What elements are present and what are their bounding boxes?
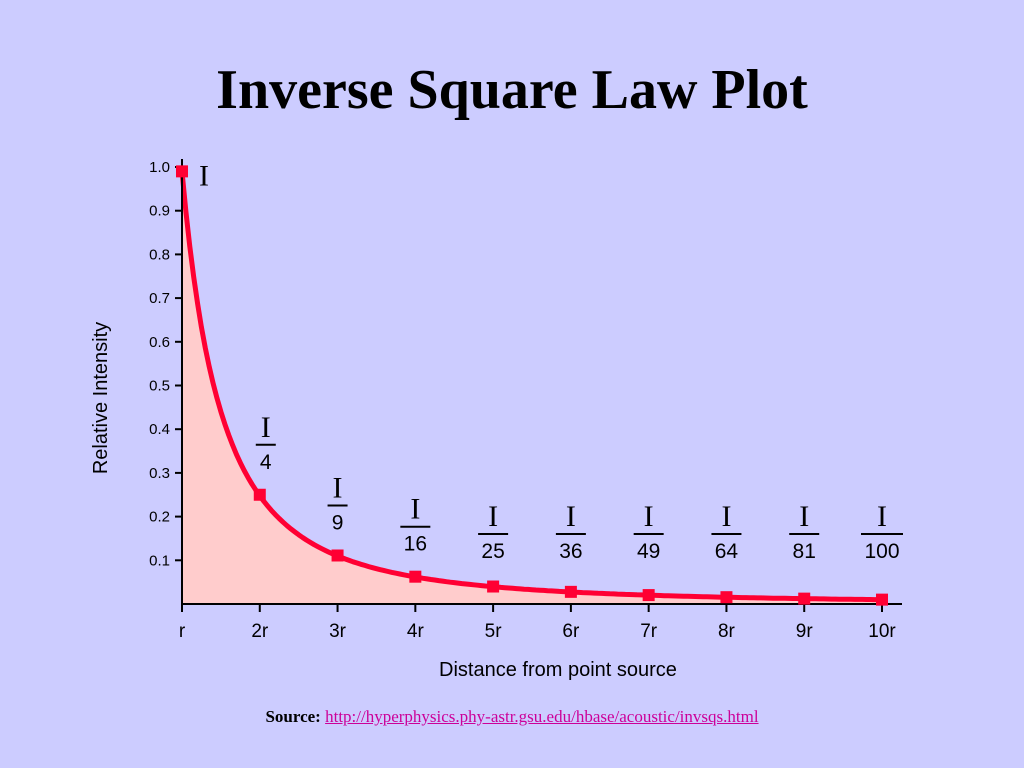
data-point (642, 589, 655, 602)
y-tick-label: 0.9 (149, 203, 170, 220)
inverse-square-chart: 0.1 0.2 0.3 0.4 0.5 0.6 0.7 0.8 0.9 1.0 r 2r 3r 4r 5r 6… (90, 159, 903, 681)
x-tick-label: 6r (562, 621, 580, 642)
data-point (564, 585, 577, 598)
x-tick-label: 10r (868, 621, 896, 642)
annotation-denominator: 81 (793, 540, 816, 563)
annotation-denominator: 9 (332, 511, 344, 534)
annotation-numerator: I (261, 411, 271, 444)
annotations-layer: I I 4 I 9 I 16 I 25 I 36 I 49 I 64 I 81 I 100 (199, 159, 903, 563)
y-axis-title: Relative Intensity (90, 322, 112, 474)
annotation-numerator: I (799, 500, 809, 533)
data-point (253, 488, 266, 501)
source-label: Source: (265, 707, 321, 726)
series-line (179, 171, 883, 603)
source-citation: Source: http://hyperphysics.phy-astr.gsu… (0, 707, 1024, 727)
annotation-numerator: I (566, 500, 576, 533)
annotation-intensity: I (199, 159, 209, 192)
annotation-denominator: 100 (864, 540, 899, 563)
annotation-denominator: 36 (559, 540, 582, 563)
axes (175, 159, 902, 612)
slide-title: Inverse Square Law Plot (216, 59, 808, 121)
data-point (409, 570, 422, 583)
data-point (876, 593, 888, 606)
annotation-numerator: I (410, 493, 420, 526)
annotation-denominator: 4 (260, 451, 272, 474)
y-tick-label: 1.0 (149, 159, 170, 176)
annotation-denominator: 64 (715, 540, 739, 563)
annotation-denominator: 25 (481, 540, 504, 563)
annotation-numerator: I (488, 500, 498, 533)
y-tick-label: 0.4 (149, 421, 170, 438)
y-tick-label: 0.2 (149, 509, 170, 526)
series-line-layer (179, 171, 883, 603)
x-tick-label: 7r (640, 621, 658, 642)
x-tick-label: 5r (485, 621, 503, 642)
annotation-denominator: 49 (637, 540, 660, 563)
area-fill-layer (182, 171, 882, 604)
y-tick-label: 0.6 (149, 334, 170, 351)
markers-layer (176, 165, 888, 606)
x-tick-label: 8r (718, 621, 736, 642)
data-point (176, 165, 188, 178)
annotation-numerator: I (877, 500, 887, 533)
x-tick-label: r (179, 621, 186, 642)
tick-labels-layer: 0.1 0.2 0.3 0.4 0.5 0.6 0.7 0.8 0.9 1.0 r 2r 3r 4r 5r 6… (149, 159, 896, 642)
data-point (331, 549, 344, 562)
x-tick-label: 2r (251, 621, 269, 642)
x-tick-label: 4r (407, 621, 425, 642)
source-link[interactable]: http://hyperphysics.phy-astr.gsu.edu/hba… (325, 707, 759, 726)
x-tick-label: 9r (796, 621, 814, 642)
x-axis-title: Distance from point source (439, 659, 677, 681)
annotation-numerator: I (644, 500, 654, 533)
area-fill (182, 171, 882, 604)
data-point (720, 591, 733, 604)
y-tick-label: 0.3 (149, 465, 170, 482)
y-tick-label: 0.7 (149, 290, 170, 307)
y-tick-label: 0.8 (149, 246, 170, 263)
y-tick-label: 0.1 (149, 552, 170, 569)
annotation-denominator: 16 (404, 533, 427, 556)
data-point (798, 592, 811, 605)
annotation-numerator: I (333, 471, 343, 504)
x-tick-label: 3r (329, 621, 347, 642)
annotation-numerator: I (721, 500, 731, 533)
data-point (487, 580, 500, 593)
y-tick-label: 0.5 (149, 378, 170, 395)
